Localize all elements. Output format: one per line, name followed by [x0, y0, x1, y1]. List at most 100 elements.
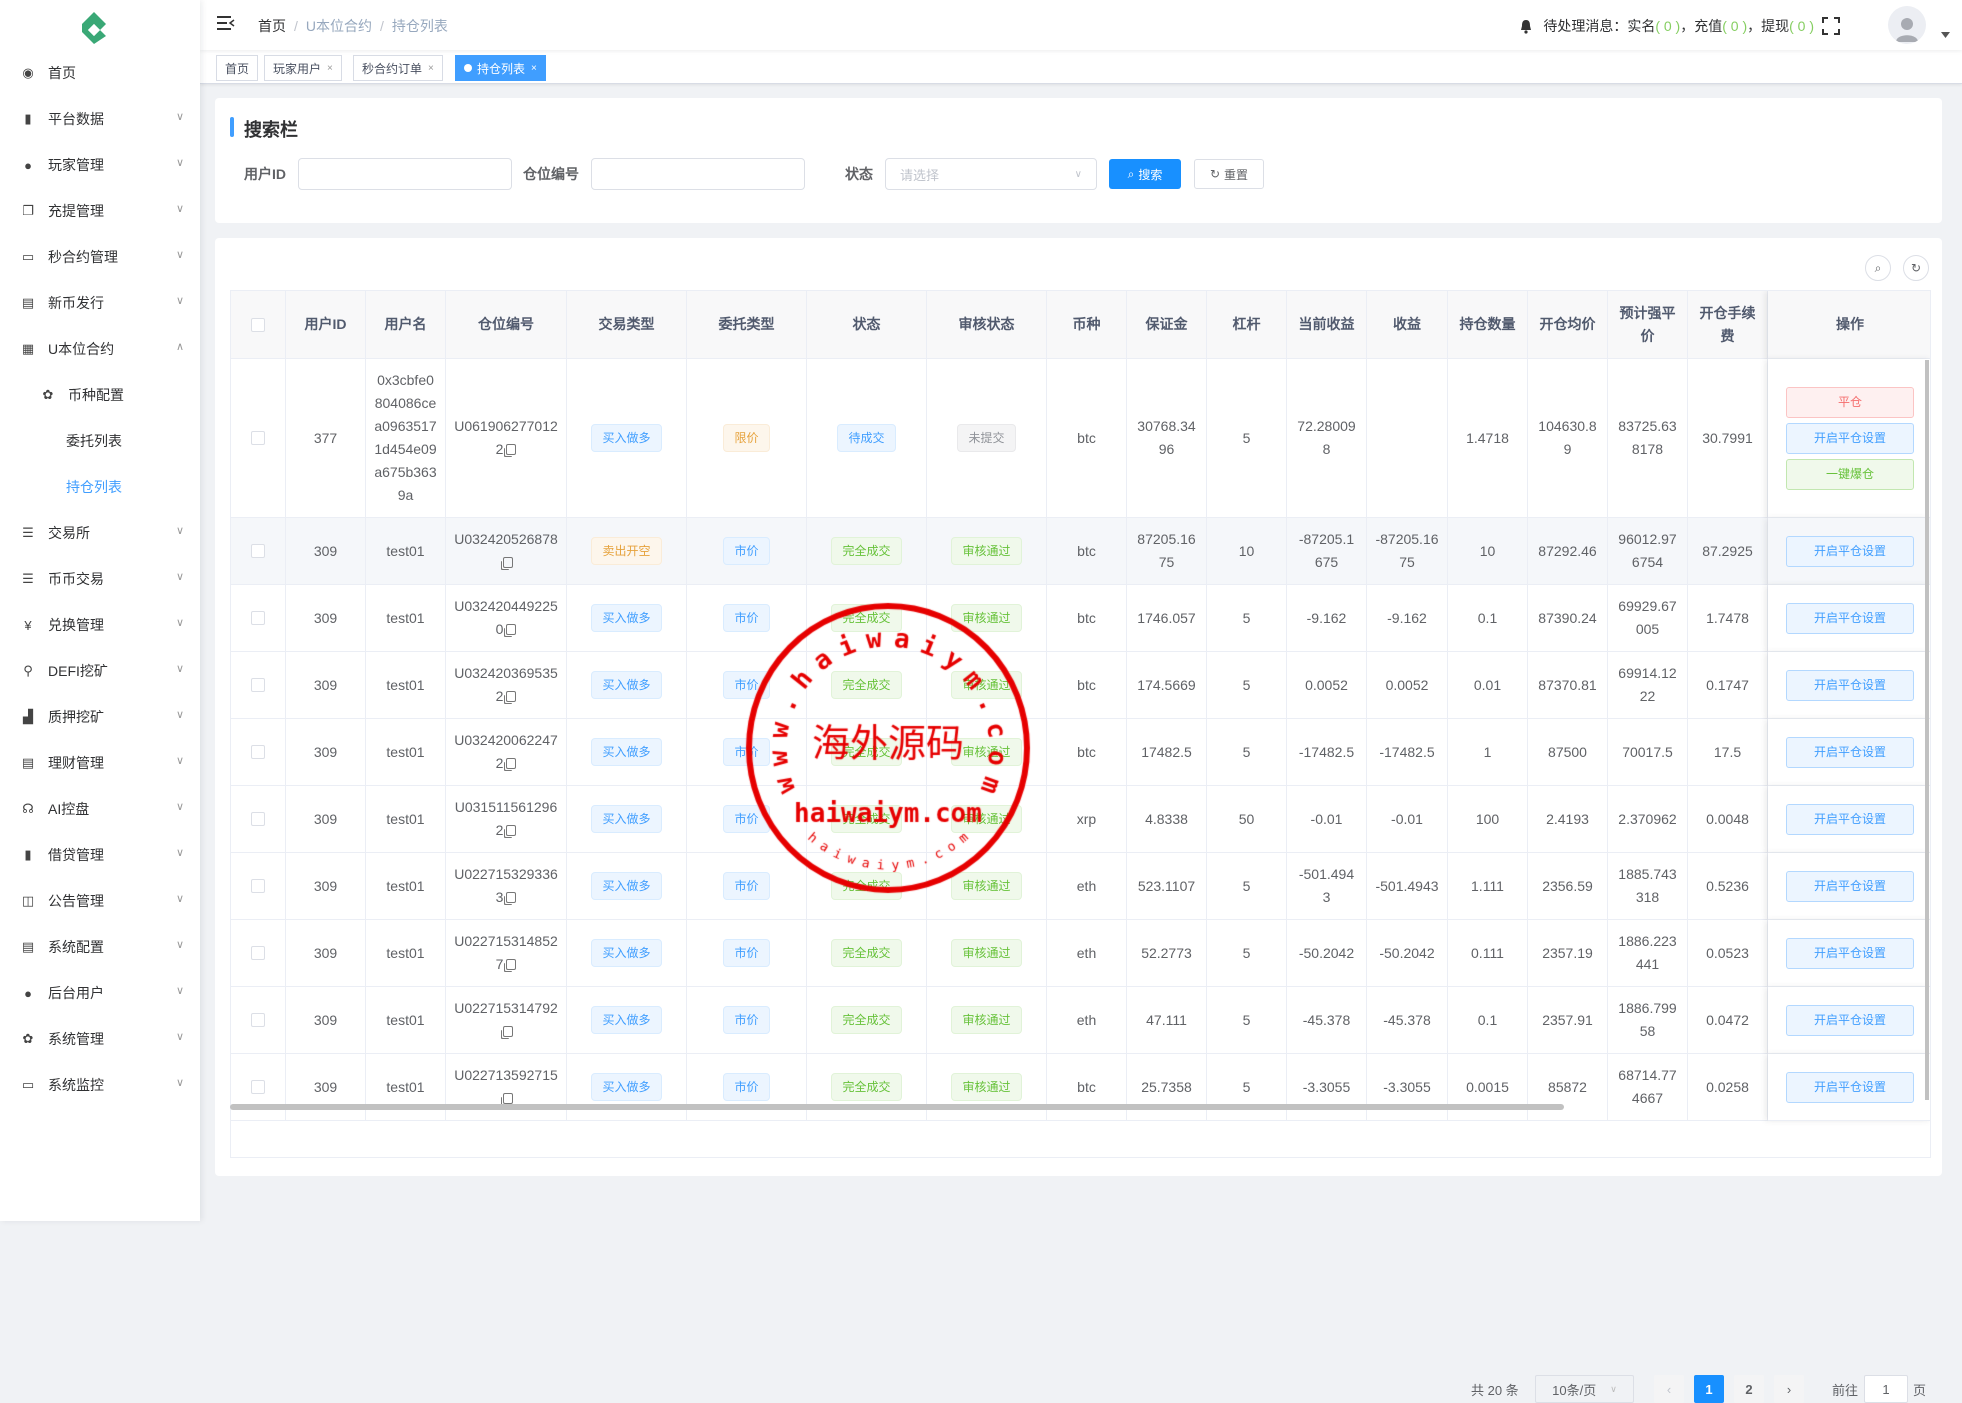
- enable-close-settings-button[interactable]: 开启平仓设置: [1786, 870, 1914, 902]
- sidebar-item[interactable]: ● 后台用户 ∨: [0, 970, 200, 1016]
- sidebar-item[interactable]: ▭ 秒合约管理 ∨: [0, 234, 200, 280]
- sidebar-item[interactable]: ▤ 系统配置 ∨: [0, 924, 200, 970]
- avatar[interactable]: [1888, 6, 1926, 44]
- margin-value: 1746.057: [1137, 609, 1196, 626]
- enable-close-settings-button[interactable]: 开启平仓设置: [1786, 736, 1914, 768]
- tab-second-contract-orders[interactable]: 秒合约订单 ×: [353, 55, 443, 81]
- table-cell-order: 市价: [687, 652, 807, 719]
- table-cell-name: test01: [366, 786, 446, 853]
- copy-icon[interactable]: [506, 825, 517, 836]
- select-all-checkbox[interactable]: [251, 317, 265, 332]
- row-checkbox[interactable]: [251, 1013, 265, 1027]
- tab-player-users[interactable]: 玩家用户 ×: [264, 55, 342, 81]
- toggle-search-button[interactable]: ⌕: [1865, 255, 1891, 281]
- position-no-input[interactable]: [591, 158, 805, 190]
- user-id-input[interactable]: [298, 158, 512, 190]
- search-button[interactable]: ⌕ 搜索: [1109, 159, 1181, 189]
- enable-close-settings-button[interactable]: 开启平仓设置: [1786, 602, 1914, 634]
- vertical-scrollbar[interactable]: [1925, 360, 1929, 1100]
- sidebar-item[interactable]: ● 玩家管理 ∨: [0, 142, 200, 188]
- row-checkbox[interactable]: [251, 611, 265, 625]
- sidebar-item[interactable]: ◉ 首页: [0, 50, 200, 96]
- sidebar-item[interactable]: ✿ 币种配置: [0, 372, 200, 418]
- row-checkbox[interactable]: [251, 544, 265, 558]
- enable-close-settings-button[interactable]: 开启平仓设置: [1786, 1004, 1914, 1036]
- row-checkbox[interactable]: [251, 1080, 265, 1094]
- copy-icon[interactable]: [502, 1093, 513, 1104]
- sidebar-item[interactable]: ▦ U本位合约 ∧: [0, 326, 200, 372]
- bell-icon[interactable]: [1519, 19, 1533, 34]
- status-select[interactable]: 请选择 ∨: [885, 158, 1097, 190]
- notice-withdraw[interactable]: 提现( 0 ): [1761, 18, 1814, 34]
- enable-close-settings-button[interactable]: 开启平仓设置: [1786, 803, 1914, 835]
- sidebar-item[interactable]: ▟ 质押挖矿 ∨: [0, 694, 200, 740]
- enable-close-settings-button[interactable]: 开启平仓设置: [1786, 937, 1914, 969]
- page-2[interactable]: 2: [1734, 1375, 1764, 1403]
- row-checkbox[interactable]: [251, 879, 265, 893]
- copy-icon[interactable]: [502, 1026, 513, 1037]
- copy-icon[interactable]: [506, 444, 517, 455]
- close-icon[interactable]: ×: [531, 62, 537, 74]
- tab-home[interactable]: 首页: [216, 55, 259, 81]
- refresh-icon: ↻: [1209, 167, 1221, 181]
- hamburger-icon[interactable]: [217, 15, 235, 31]
- enable-close-settings-button[interactable]: 开启平仓设置: [1786, 535, 1914, 567]
- notice-realname[interactable]: 实名( 0 )，: [1627, 18, 1695, 34]
- force-liquidate-button[interactable]: 一键爆仓: [1786, 458, 1914, 490]
- goto-page-input[interactable]: [1864, 1375, 1908, 1403]
- page-size-select[interactable]: 10条/页 ∨: [1535, 1375, 1634, 1403]
- sidebar-item[interactable]: ☰ 交易所 ∨: [0, 510, 200, 556]
- sidebar-item[interactable]: ⚲ DEFI挖矿 ∨: [0, 648, 200, 694]
- fullscreen-icon[interactable]: [1822, 17, 1840, 35]
- sidebar-item-label: 交易所: [48, 525, 90, 541]
- reset-button[interactable]: ↻ 重置: [1194, 159, 1264, 189]
- row-checkbox[interactable]: [251, 745, 265, 759]
- status-tag: 完全成交: [831, 1006, 902, 1034]
- table-cell-order: 限价: [687, 359, 807, 518]
- row-checkbox-cell: [231, 719, 286, 786]
- sidebar-item[interactable]: ❐ 充提管理 ∨: [0, 188, 200, 234]
- close-position-button[interactable]: 平仓: [1786, 386, 1914, 418]
- chevron-down-icon: ∨: [175, 111, 184, 123]
- prev-page-button[interactable]: ‹: [1654, 1375, 1684, 1403]
- close-icon[interactable]: ×: [428, 62, 434, 74]
- table-cell-avg: 104630.89: [1528, 359, 1608, 518]
- name-value: test01: [386, 1011, 425, 1028]
- sidebar-item[interactable]: ☊ AI控盘 ∨: [0, 786, 200, 832]
- breadcrumb-home[interactable]: 首页: [258, 18, 286, 34]
- next-page-button[interactable]: ›: [1774, 1375, 1804, 1403]
- enable-close-settings-button[interactable]: 开启平仓设置: [1786, 669, 1914, 701]
- sidebar-item[interactable]: ☰ 币币交易 ∨: [0, 556, 200, 602]
- notice-deposit[interactable]: 充值( 0 )，: [1694, 18, 1762, 34]
- row-checkbox[interactable]: [251, 946, 265, 960]
- copy-icon[interactable]: [502, 557, 513, 568]
- sidebar-item[interactable]: 持仓列表: [0, 464, 200, 510]
- sidebar-item[interactable]: ▤ 新币发行 ∨: [0, 280, 200, 326]
- copy-icon[interactable]: [506, 758, 517, 769]
- row-checkbox[interactable]: [251, 431, 265, 445]
- sidebar-item[interactable]: ✿ 系统管理 ∨: [0, 1016, 200, 1062]
- refresh-button[interactable]: ↻: [1903, 255, 1929, 281]
- sidebar-item[interactable]: ▤ 理财管理 ∨: [0, 740, 200, 786]
- row-checkbox[interactable]: [251, 812, 265, 826]
- sidebar-item[interactable]: ▭ 系统监控 ∨: [0, 1062, 200, 1108]
- page-1[interactable]: 1: [1694, 1375, 1724, 1403]
- enable-close-settings-button[interactable]: 开启平仓设置: [1786, 1071, 1914, 1103]
- sidebar-item[interactable]: ◫ 公告管理 ∨: [0, 878, 200, 924]
- copy-icon[interactable]: [506, 691, 517, 702]
- sidebar-item[interactable]: ▮ 平台数据 ∨: [0, 96, 200, 142]
- avg-value: 87292.46: [1538, 542, 1597, 559]
- sidebar-item[interactable]: 委托列表: [0, 418, 200, 464]
- sidebar-item[interactable]: ▮ 借贷管理 ∨: [0, 832, 200, 878]
- tab-positions[interactable]: 持仓列表 ×: [455, 55, 546, 81]
- row-checkbox[interactable]: [251, 678, 265, 692]
- sidebar-item-label: 新币发行: [48, 295, 104, 311]
- close-icon[interactable]: ×: [327, 62, 333, 74]
- sidebar-item[interactable]: ¥ 兑换管理 ∨: [0, 602, 200, 648]
- caret-down-icon[interactable]: [1941, 32, 1950, 38]
- enable-close-settings-button[interactable]: 开启平仓设置: [1786, 422, 1914, 454]
- copy-icon[interactable]: [506, 959, 517, 970]
- copy-icon[interactable]: [506, 892, 517, 903]
- horizontal-scrollbar[interactable]: [230, 1104, 1564, 1110]
- copy-icon[interactable]: [506, 624, 517, 635]
